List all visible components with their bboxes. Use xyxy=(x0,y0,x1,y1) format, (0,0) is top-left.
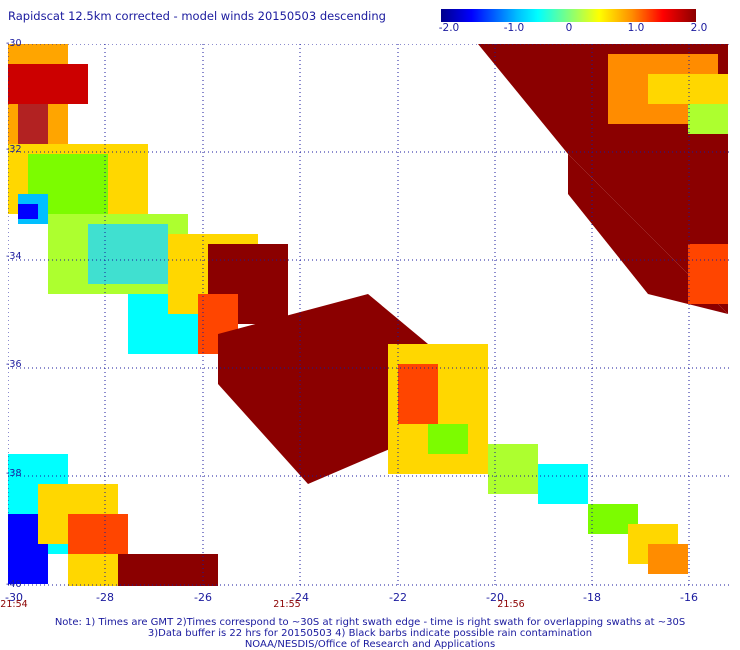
lon-label-22: -22 xyxy=(389,591,407,604)
lon-label-20: -20 xyxy=(486,591,504,604)
note-line-1: Note: 1) Times are GMT 2)Times correspon… xyxy=(54,617,686,628)
note-line-2: 3)Data buffer is 22 hrs for 20150503 4) … xyxy=(147,628,593,639)
colorbar-tick-2: 2.0 xyxy=(690,22,708,34)
colorbar-tick-0: 0 xyxy=(565,22,573,34)
lat-label-30: -30 xyxy=(6,38,22,49)
time-label-2154: 21:54 xyxy=(0,599,28,610)
lat-label-32: -32 xyxy=(6,144,22,155)
map-title: Rapidscat 12.5km corrected - model winds… xyxy=(8,9,386,23)
colorbar xyxy=(441,9,696,22)
lat-label-40: -40 xyxy=(6,579,22,590)
colorbar-tick-neg1: -1.0 xyxy=(503,22,525,34)
lat-label-36: -36 xyxy=(6,359,22,370)
lon-label-28: -28 xyxy=(96,591,114,604)
time-label-2156: 21:56 xyxy=(497,599,525,610)
lat-label-38: -38 xyxy=(6,468,22,479)
colorbar-tick-neg2: -2.0 xyxy=(438,22,460,34)
lat-label-34: -34 xyxy=(6,251,22,262)
time-label-2155: 21:55 xyxy=(273,599,301,610)
lon-label-26: -26 xyxy=(194,591,212,604)
lat-lon-gridlines xyxy=(7,43,730,586)
lon-label-30: -30 xyxy=(5,591,23,604)
swath-cells xyxy=(8,44,728,586)
lon-label-16: -16 xyxy=(680,591,698,604)
note-line-3: NOAA/NESDIS/Office of Research and Appli… xyxy=(244,639,496,650)
colorbar-tick-1: 1.0 xyxy=(627,22,645,34)
lon-label-18: -18 xyxy=(583,591,601,604)
wind-difference-map xyxy=(7,43,730,586)
map-plot xyxy=(7,43,730,586)
lon-label-24: -24 xyxy=(291,591,309,604)
